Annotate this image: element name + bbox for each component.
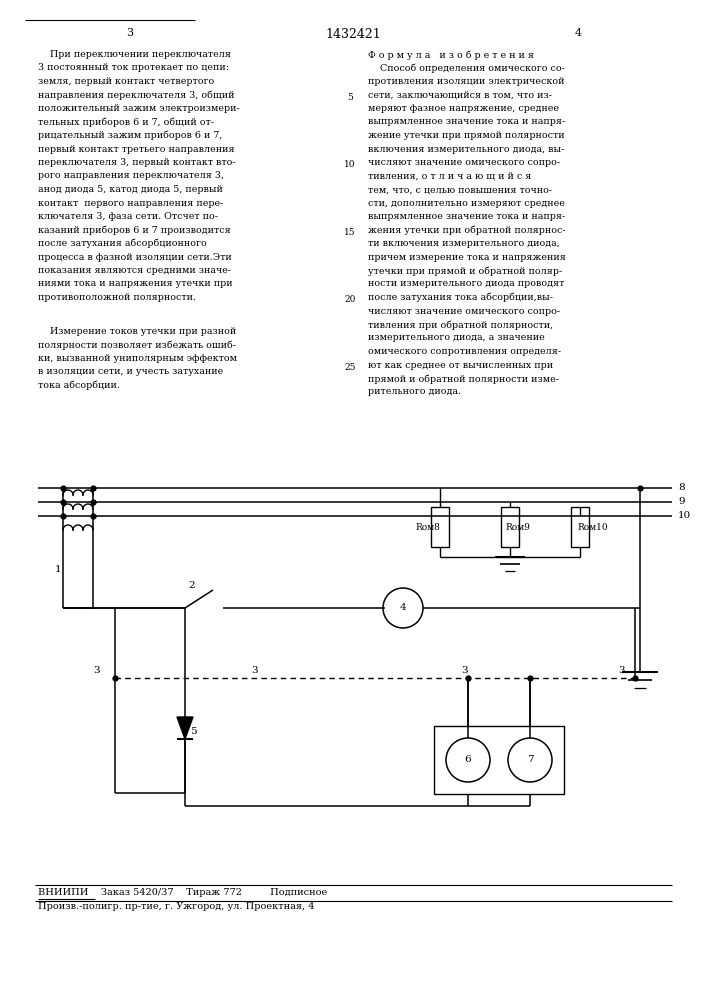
Text: 3 постоянный ток протекает по цепи:: 3 постоянный ток протекает по цепи: [38,64,229,73]
Text: показания являются средними значе-: показания являются средними значе- [38,266,231,275]
Text: направления переключателя 3, общий: направления переключателя 3, общий [38,91,235,100]
Text: числяют значение омического сопро-: числяют значение омического сопро- [368,306,560,316]
Text: причем измерение тока и напряжения: причем измерение тока и напряжения [368,252,566,261]
Text: Способ определения омического со-: Способ определения омического со- [368,64,565,73]
Text: 10: 10 [344,160,356,169]
Text: ности измерительного диода проводят: ности измерительного диода проводят [368,279,564,288]
Text: казаний приборов 6 и 7 производится: казаний приборов 6 и 7 производится [38,226,230,235]
Text: тивления при обратной полярности,: тивления при обратной полярности, [368,320,553,330]
Text: 4: 4 [574,28,582,38]
Text: 3: 3 [619,666,625,675]
Text: земля, первый контакт четвертого: земля, первый контакт четвертого [38,77,214,86]
Text: 3: 3 [252,666,258,675]
Text: противоположной полярности.: противоположной полярности. [38,293,196,302]
Text: 25: 25 [344,363,356,372]
Text: жения утечки при обратной полярнос-: жения утечки при обратной полярнос- [368,226,566,235]
Text: тока абсорбции.: тока абсорбции. [38,381,120,390]
Text: ВНИИПИ    Заказ 5420/37    Тираж 772         Подписное: ВНИИПИ Заказ 5420/37 Тираж 772 Подписное [38,888,327,897]
Text: контакт  первого направления пере-: контакт первого направления пере- [38,198,223,208]
Bar [434,726,564,794]
Bar [431,507,449,547]
Text: в изоляции сети, и учесть затухание: в изоляции сети, и учесть затухание [38,367,223,376]
Text: ключателя 3, фаза сети. Отсчет по-: ключателя 3, фаза сети. Отсчет по- [38,212,218,221]
Text: числяют значение омического сопро-: числяют значение омического сопро- [368,158,560,167]
Text: Rом8: Rом8 [415,522,440,532]
Text: сети, заключающийся в том, что из-: сети, заключающийся в том, что из- [368,91,552,100]
Text: 15: 15 [344,228,356,237]
Text: противления изоляции электрической: противления изоляции электрической [368,77,564,86]
Text: выпрямленное значение тока и напря-: выпрямленное значение тока и напря- [368,212,566,221]
Bar [571,507,589,547]
Text: При переключении переключателя: При переключении переключателя [38,50,231,59]
Text: полярности позволяет избежать ошиб-: полярности позволяет избежать ошиб- [38,340,236,350]
Text: 8: 8 [678,484,684,492]
Text: Измерение токов утечки при разной: Измерение токов утечки при разной [38,327,236,336]
Text: рого направления переключателя 3,: рого направления переключателя 3, [38,172,224,180]
Text: после затухания абсорбционного: после затухания абсорбционного [38,239,206,248]
Text: 7: 7 [527,756,533,764]
Text: сти, дополнительно измеряют среднее: сти, дополнительно измеряют среднее [368,198,565,208]
Text: 5: 5 [190,726,197,736]
Text: 1: 1 [55,565,62,574]
Text: измерительного диода, а значение: измерительного диода, а значение [368,334,545,342]
Text: тивления, о т л и ч а ю щ и й с я: тивления, о т л и ч а ю щ и й с я [368,172,532,180]
Text: положительный зажим электроизмери-: положительный зажим электроизмери- [38,104,240,113]
Text: омического сопротивления определя-: омического сопротивления определя- [368,347,561,356]
Text: рицательный зажим приборов 6 и 7,: рицательный зажим приборов 6 и 7, [38,131,223,140]
Text: Произв.-полигр. пр-тие, г. Ужгород, ул. Проектная, 4: Произв.-полигр. пр-тие, г. Ужгород, ул. … [38,902,315,911]
Text: 3: 3 [93,666,100,675]
Text: тельных приборов 6 и 7, общий от-: тельных приборов 6 и 7, общий от- [38,117,214,127]
Text: ниями тока и напряжения утечки при: ниями тока и напряжения утечки при [38,279,233,288]
Text: после затухания тока абсорбции,вы-: после затухания тока абсорбции,вы- [368,293,553,302]
Text: 6: 6 [464,756,472,764]
Text: тем, что, с целью повышения точно-: тем, что, с целью повышения точно- [368,185,552,194]
Text: 9: 9 [678,497,684,506]
Text: 3: 3 [462,666,468,675]
Text: 4: 4 [399,603,407,612]
Text: прямой и обратной полярности изме-: прямой и обратной полярности изме- [368,374,559,383]
Text: 2: 2 [188,581,194,590]
Text: 1432421: 1432421 [325,28,381,41]
Text: ти включения измерительного диода,: ти включения измерительного диода, [368,239,560,248]
Text: переключателя 3, первый контакт вто-: переключателя 3, первый контакт вто- [38,158,235,167]
Text: анод диода 5, катод диода 5, первый: анод диода 5, катод диода 5, первый [38,185,223,194]
Text: выпрямленное значение тока и напря-: выпрямленное значение тока и напря- [368,117,566,126]
Text: 20: 20 [344,295,356,304]
Text: жение утечки при прямой полярности: жение утечки при прямой полярности [368,131,565,140]
Text: меряют фазное напряжение, среднее: меряют фазное напряжение, среднее [368,104,559,113]
Text: Rом9: Rом9 [505,522,530,532]
Text: утечки при прямой и обратной поляр-: утечки при прямой и обратной поляр- [368,266,562,275]
Text: процесса в фазной изоляции сети.Эти: процесса в фазной изоляции сети.Эти [38,252,232,261]
Text: Ф о р м у л а   и з о б р е т е н и я: Ф о р м у л а и з о б р е т е н и я [368,50,534,60]
Text: 5: 5 [347,93,353,102]
Bar [501,507,519,547]
Text: Rом10: Rом10 [577,522,607,532]
Polygon shape [177,717,193,739]
Text: рительного диода.: рительного диода. [368,387,461,396]
Text: первый контакт третьего направления: первый контакт третьего направления [38,144,235,153]
Text: включения измерительного диода, вы-: включения измерительного диода, вы- [368,144,564,153]
Text: ки, вызванной униполярным эффектом: ки, вызванной униполярным эффектом [38,354,237,363]
Text: ют как среднее от вычисленных при: ют как среднее от вычисленных при [368,360,553,369]
Text: 3: 3 [127,28,134,38]
Text: 10: 10 [678,512,691,520]
